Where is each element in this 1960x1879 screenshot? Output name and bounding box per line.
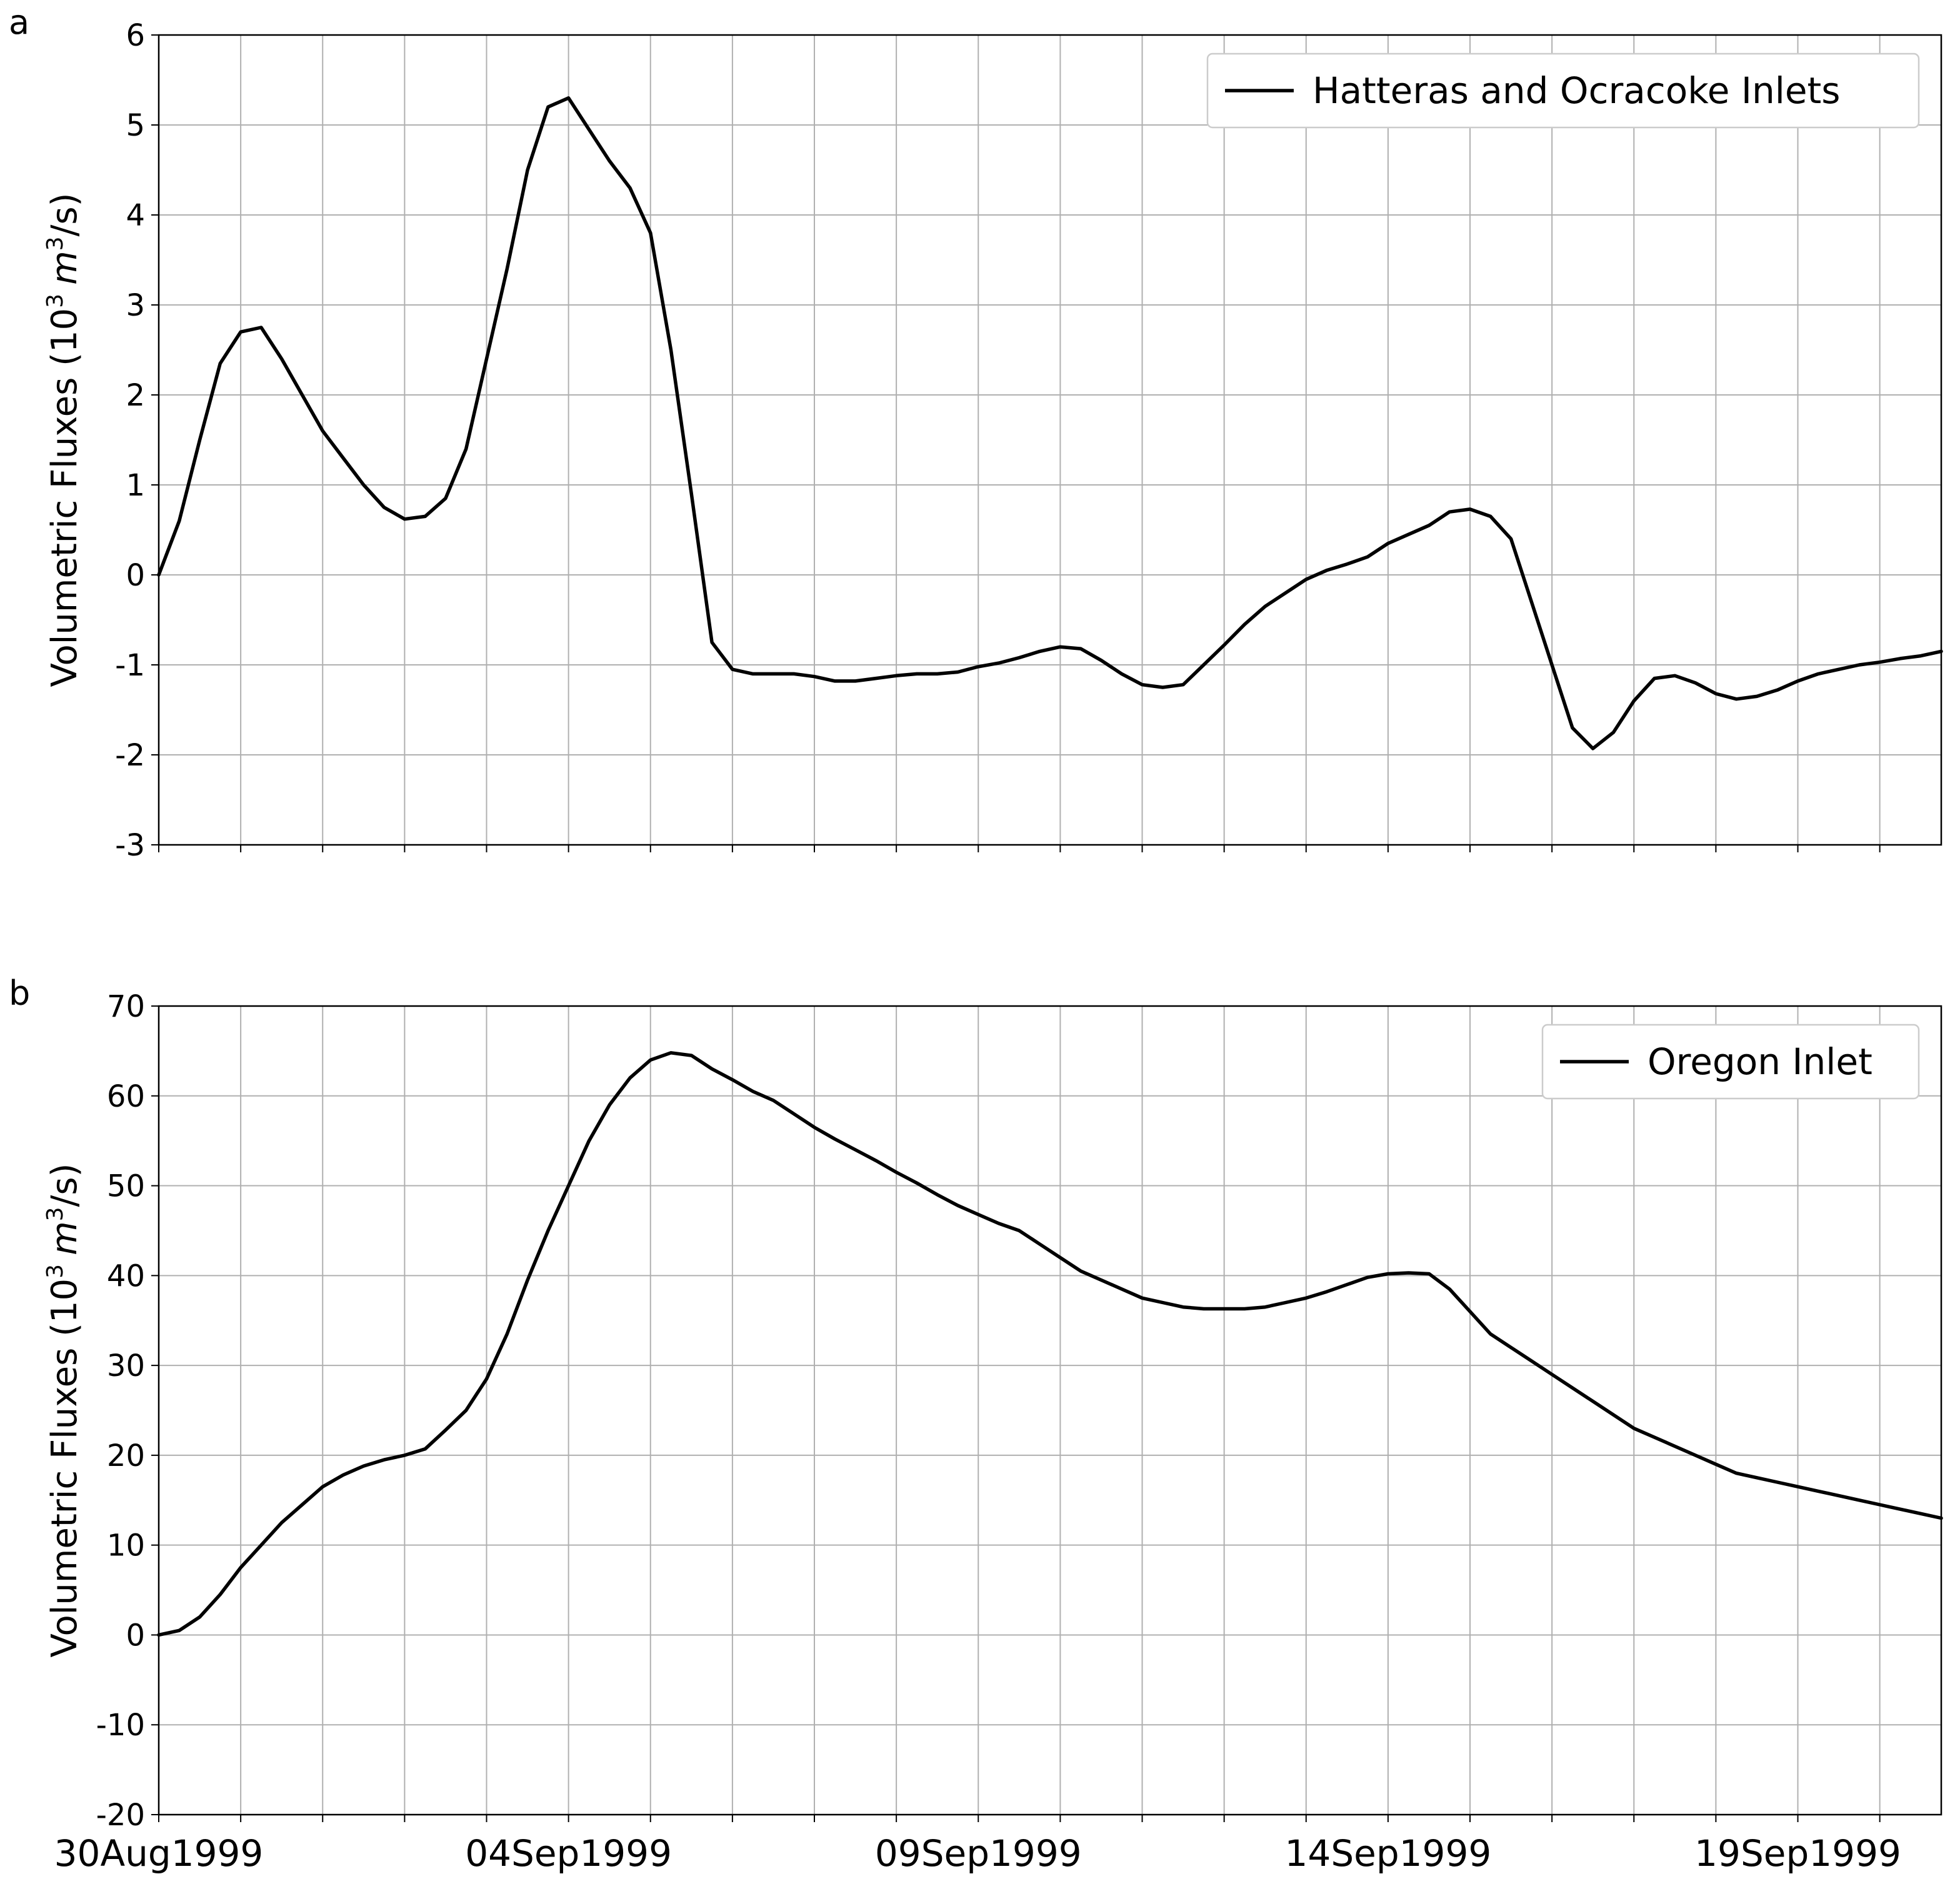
grid bbox=[158, 1005, 1941, 1815]
y-axis-title-unit: m bbox=[44, 1221, 85, 1255]
legend-label: Hatteras and Ocracoke Inlets bbox=[1312, 69, 1840, 112]
y-axis-title: Volumetric Fluxes (103m3/s) bbox=[42, 1164, 85, 1658]
x-ticks bbox=[158, 845, 1881, 852]
x-tick-label: 30Aug1999 bbox=[54, 1832, 264, 1875]
grid bbox=[158, 34, 1941, 845]
legend: Oregon Inlet bbox=[1541, 1024, 1920, 1100]
y-tick-label: -2 bbox=[115, 738, 145, 773]
panel-letter: a bbox=[9, 2, 29, 42]
y-axis-title-exponent: 3 bbox=[42, 236, 68, 251]
y-tick-label: -3 bbox=[115, 828, 145, 863]
y-tick-label: 1 bbox=[126, 468, 145, 503]
x-tick-label: 09Sep1999 bbox=[875, 1832, 1082, 1875]
y-axis-title: Volumetric Fluxes (103m3/s) bbox=[42, 193, 85, 687]
y-tick-label: 10 bbox=[107, 1528, 145, 1563]
series-line bbox=[157, 96, 1943, 750]
y-ticks: -3 -2 -1 0 1 2 3 4 5 6 bbox=[115, 18, 159, 863]
y-tick-label: -20 bbox=[96, 1798, 145, 1833]
legend-box bbox=[1541, 1024, 1920, 1100]
y-axis-title-suffix: /s) bbox=[44, 193, 85, 237]
y-tick-label: 60 bbox=[107, 1079, 145, 1114]
y-tick-label: -10 bbox=[96, 1708, 145, 1743]
y-tick-label: 3 bbox=[126, 288, 145, 323]
y-axis-title-prefix: Volumetric Fluxes (10 bbox=[44, 308, 85, 687]
y-axis-title-exponent: 3 bbox=[42, 294, 68, 308]
x-tick-label: 19Sep1999 bbox=[1694, 1832, 1901, 1875]
y-axis-title-prefix: Volumetric Fluxes (10 bbox=[44, 1278, 85, 1658]
x-ticks bbox=[158, 1815, 1881, 1822]
x-tick-labels: 30Aug1999 04Sep1999 09Sep1999 14Sep1999 19Se… bbox=[54, 1832, 1901, 1875]
y-tick-label: 70 bbox=[107, 989, 145, 1024]
panel-b: -20 -10 0 10 20 30 40 50 60 70 30Aug1999 04Sep1999 0… bbox=[9, 974, 1943, 1875]
y-tick-label: 2 bbox=[126, 378, 145, 413]
y-axis-title-exponent: 3 bbox=[42, 1264, 68, 1278]
plot-frame bbox=[158, 1005, 1942, 1816]
plot-frame bbox=[158, 34, 1942, 846]
y-tick-label: 6 bbox=[126, 18, 145, 53]
y-tick-label: 0 bbox=[126, 1618, 145, 1653]
y-tick-label: -1 bbox=[115, 648, 145, 683]
y-axis-title-exponent: 3 bbox=[42, 1207, 68, 1221]
x-tick-label: 14Sep1999 bbox=[1285, 1832, 1492, 1875]
legend-label: Oregon Inlet bbox=[1648, 1040, 1872, 1083]
y-ticks: -20 -10 0 10 20 30 40 50 60 70 bbox=[96, 989, 159, 1833]
series-line bbox=[157, 1051, 1943, 1637]
y-tick-label: 30 bbox=[107, 1348, 145, 1383]
x-tick-label: 04Sep1999 bbox=[465, 1832, 672, 1875]
y-tick-label: 50 bbox=[107, 1169, 145, 1204]
y-tick-label: 4 bbox=[126, 198, 145, 233]
legend: Hatteras and Ocracoke Inlets bbox=[1206, 52, 1920, 129]
y-axis-title-suffix: /s) bbox=[44, 1164, 85, 1207]
y-axis-title-unit: m bbox=[44, 251, 85, 285]
y-tick-label: 40 bbox=[107, 1258, 145, 1293]
legend-box bbox=[1206, 52, 1920, 129]
panel-letter: b bbox=[9, 974, 30, 1013]
y-tick-label: 20 bbox=[107, 1438, 145, 1473]
y-tick-label: 0 bbox=[126, 558, 145, 593]
y-tick-label: 5 bbox=[126, 108, 145, 143]
